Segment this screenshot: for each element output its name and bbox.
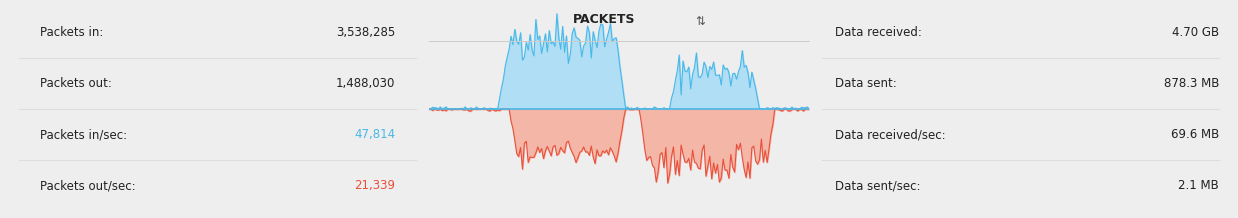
Text: 3,538,285: 3,538,285: [335, 26, 395, 39]
Text: Packets out:: Packets out:: [40, 77, 111, 90]
Text: 69.6 MB: 69.6 MB: [1171, 128, 1219, 141]
Text: 4.70 GB: 4.70 GB: [1172, 26, 1219, 39]
Text: 1,488,030: 1,488,030: [335, 77, 395, 90]
Text: Data received/sec:: Data received/sec:: [834, 128, 945, 141]
Text: PACKETS: PACKETS: [572, 13, 635, 26]
Text: Packets out/sec:: Packets out/sec:: [40, 179, 136, 192]
Text: 47,814: 47,814: [354, 128, 395, 141]
Text: Packets in:: Packets in:: [40, 26, 104, 39]
Text: Data received:: Data received:: [834, 26, 921, 39]
Text: 2.1 MB: 2.1 MB: [1179, 179, 1219, 192]
Text: Packets in/sec:: Packets in/sec:: [40, 128, 128, 141]
Text: 878.3 MB: 878.3 MB: [1164, 77, 1219, 90]
Text: 21,339: 21,339: [354, 179, 395, 192]
Text: ⇅: ⇅: [695, 15, 704, 28]
Text: Data sent:: Data sent:: [834, 77, 896, 90]
Text: Data sent/sec:: Data sent/sec:: [834, 179, 920, 192]
